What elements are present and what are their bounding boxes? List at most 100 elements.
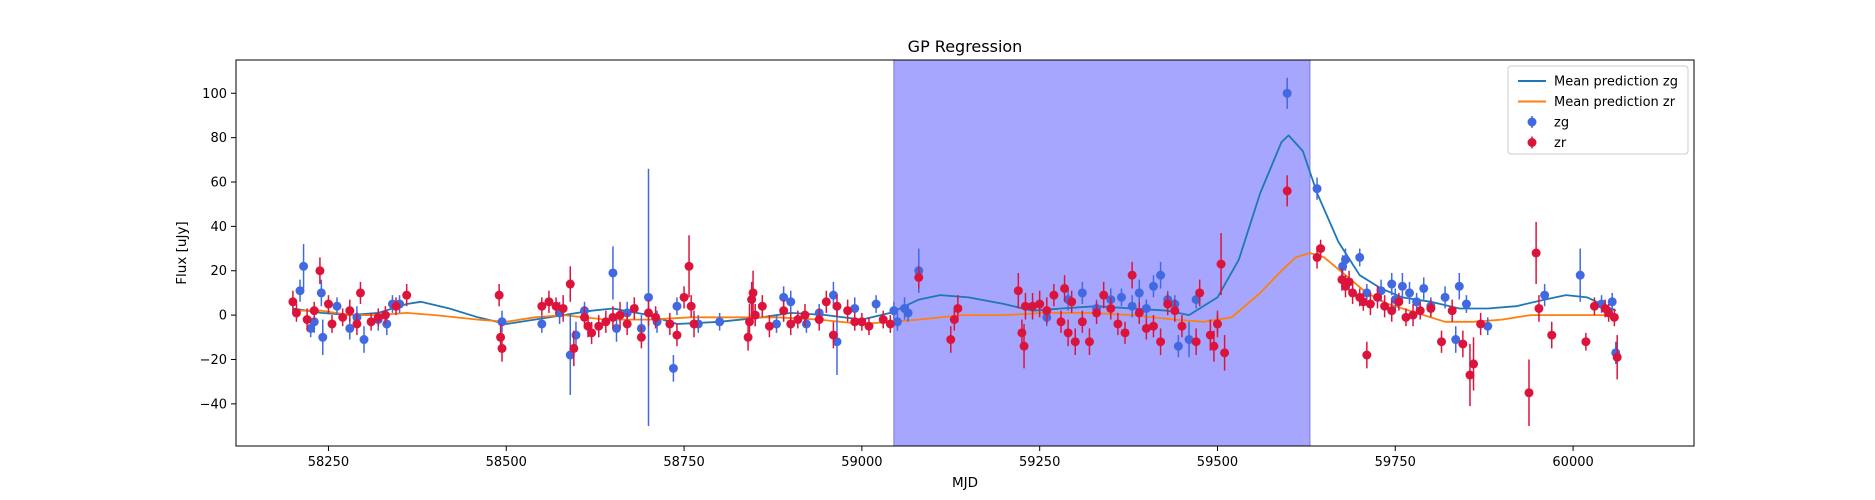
x-tick-label: 60000 xyxy=(1552,455,1593,470)
point-marker xyxy=(323,299,333,309)
point-marker xyxy=(745,317,755,327)
point-marker xyxy=(750,310,760,320)
point-marker xyxy=(1355,252,1365,262)
data-point-zr xyxy=(689,310,699,338)
data-point-zr xyxy=(684,235,694,298)
data-point-zg xyxy=(1454,272,1464,300)
point-marker xyxy=(583,321,593,331)
data-point-zr xyxy=(672,323,682,347)
point-marker xyxy=(288,297,298,307)
data-point-zr xyxy=(1394,292,1404,311)
point-marker xyxy=(1042,306,1052,316)
point-marker xyxy=(871,299,881,309)
data-point-zr xyxy=(665,312,675,336)
point-marker xyxy=(679,292,689,302)
point-marker xyxy=(332,301,342,311)
point-marker xyxy=(1581,337,1591,347)
data-point-zr xyxy=(1426,299,1436,318)
data-point-zr xyxy=(391,297,401,316)
point-marker xyxy=(558,303,568,313)
data-point-zr xyxy=(793,310,803,329)
data-point-zg xyxy=(903,304,913,322)
data-point-zg xyxy=(1440,286,1450,309)
data-point-zg xyxy=(1173,335,1183,358)
data-point-zr xyxy=(1067,290,1077,313)
data-point-zr xyxy=(1547,321,1557,349)
data-point-zg xyxy=(871,295,881,313)
data-point-zr xyxy=(850,312,860,331)
point-marker xyxy=(889,306,899,316)
point-marker xyxy=(1113,319,1123,329)
legend-label: Mean prediction zr xyxy=(1554,95,1676,110)
data-point-zr xyxy=(800,304,810,327)
legend-entry: zr xyxy=(1527,136,1567,151)
point-marker xyxy=(309,306,319,316)
data-point-zr xyxy=(1148,315,1158,338)
point-marker xyxy=(309,317,319,327)
data-point-zg xyxy=(1355,248,1365,267)
data-point-zg xyxy=(832,308,842,376)
point-marker xyxy=(1017,328,1027,338)
point-marker xyxy=(1049,290,1059,300)
point-marker xyxy=(612,323,622,333)
y-tick-label: 100 xyxy=(202,87,227,102)
data-point-zg xyxy=(1405,281,1415,305)
data-point-zr xyxy=(1534,295,1544,322)
point-marker xyxy=(1019,341,1029,351)
data-point-zr xyxy=(1191,328,1201,356)
data-point-zr xyxy=(1401,308,1411,327)
x-tick-label: 58250 xyxy=(308,455,349,470)
data-point-zr xyxy=(291,304,301,322)
data-point-zr xyxy=(1362,341,1372,369)
data-point-zr xyxy=(651,306,661,329)
point-marker xyxy=(801,319,811,329)
point-marker xyxy=(537,319,547,329)
point-marker xyxy=(496,332,506,342)
point-marker xyxy=(327,319,337,329)
data-point-zg xyxy=(889,301,899,320)
point-marker xyxy=(316,288,326,298)
point-marker xyxy=(1362,288,1372,298)
point-marker xyxy=(651,312,661,322)
point-marker xyxy=(1148,321,1158,331)
legend-entry: Mean prediction zg xyxy=(1518,75,1678,90)
point-marker xyxy=(684,261,694,271)
point-marker xyxy=(743,332,753,342)
point-marker xyxy=(672,330,682,340)
data-point-zg xyxy=(1540,284,1550,307)
data-point-zr xyxy=(1531,221,1541,285)
point-marker xyxy=(306,323,316,333)
data-point-zr xyxy=(544,290,554,313)
point-marker xyxy=(1084,337,1094,347)
legend-label: zr xyxy=(1554,136,1567,151)
point-marker xyxy=(715,317,725,327)
data-point-zr xyxy=(1348,281,1358,305)
data-point-zr xyxy=(1127,261,1137,289)
legend-entry: Mean prediction zr xyxy=(1518,95,1676,110)
point-marker xyxy=(949,315,959,325)
point-marker xyxy=(1341,255,1351,265)
data-point-zg xyxy=(1461,295,1471,313)
point-marker xyxy=(1380,301,1390,311)
point-marker xyxy=(843,306,853,316)
data-point-zr xyxy=(1049,284,1059,307)
point-marker xyxy=(1191,337,1201,347)
data-point-zg xyxy=(608,246,618,300)
point-marker xyxy=(953,303,963,313)
data-point-zg xyxy=(316,279,326,307)
point-marker xyxy=(1191,295,1201,305)
point-marker xyxy=(1373,292,1383,302)
data-point-zr xyxy=(1092,301,1102,324)
data-point-zr xyxy=(587,321,597,344)
data-point-zr xyxy=(949,308,959,331)
point-marker xyxy=(1405,288,1415,298)
point-marker xyxy=(1141,303,1151,313)
point-marker xyxy=(1531,248,1541,258)
data-point-zg xyxy=(359,326,369,353)
data-point-zg xyxy=(1419,277,1429,300)
point-marker xyxy=(779,292,789,302)
data-point-zg xyxy=(1282,77,1292,109)
point-marker xyxy=(1387,279,1397,289)
x-tick-label: 58500 xyxy=(486,455,527,470)
point-marker xyxy=(668,363,678,373)
